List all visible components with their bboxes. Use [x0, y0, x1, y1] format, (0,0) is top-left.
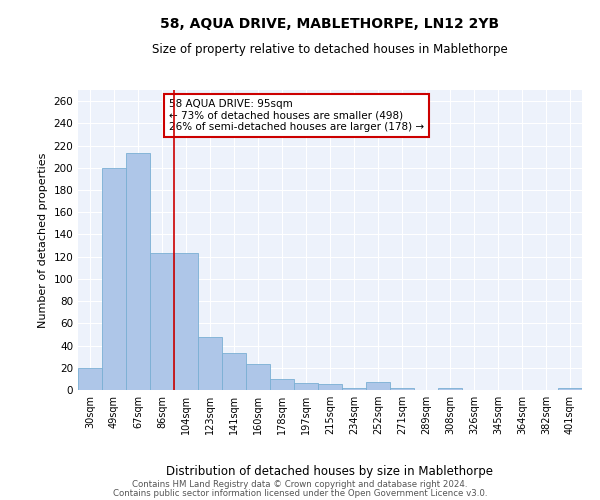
Bar: [150, 254, 174, 390]
Text: Contains public sector information licensed under the Open Government Licence v3: Contains public sector information licen…: [113, 489, 487, 498]
Text: Contains HM Land Registry data © Crown copyright and database right 2024.: Contains HM Land Registry data © Crown c…: [132, 480, 468, 489]
Bar: [318, 384, 342, 390]
Bar: [270, 379, 294, 390]
Bar: [222, 354, 246, 390]
Bar: [294, 384, 318, 390]
Bar: [198, 336, 222, 390]
Bar: [342, 388, 366, 390]
Bar: [78, 368, 102, 390]
Bar: [126, 154, 150, 390]
Bar: [390, 388, 414, 390]
Bar: [102, 168, 126, 390]
Bar: [174, 254, 198, 390]
Text: 58 AQUA DRIVE: 95sqm
← 73% of detached houses are smaller (498)
26% of semi-deta: 58 AQUA DRIVE: 95sqm ← 73% of detached h…: [169, 99, 424, 132]
Bar: [246, 364, 270, 390]
Bar: [558, 388, 582, 390]
Bar: [366, 382, 390, 390]
Y-axis label: Number of detached properties: Number of detached properties: [38, 152, 48, 328]
Bar: [438, 388, 462, 390]
Text: Distribution of detached houses by size in Mablethorpe: Distribution of detached houses by size …: [167, 464, 493, 477]
Text: 58, AQUA DRIVE, MABLETHORPE, LN12 2YB: 58, AQUA DRIVE, MABLETHORPE, LN12 2YB: [160, 18, 500, 32]
Text: Size of property relative to detached houses in Mablethorpe: Size of property relative to detached ho…: [152, 42, 508, 56]
